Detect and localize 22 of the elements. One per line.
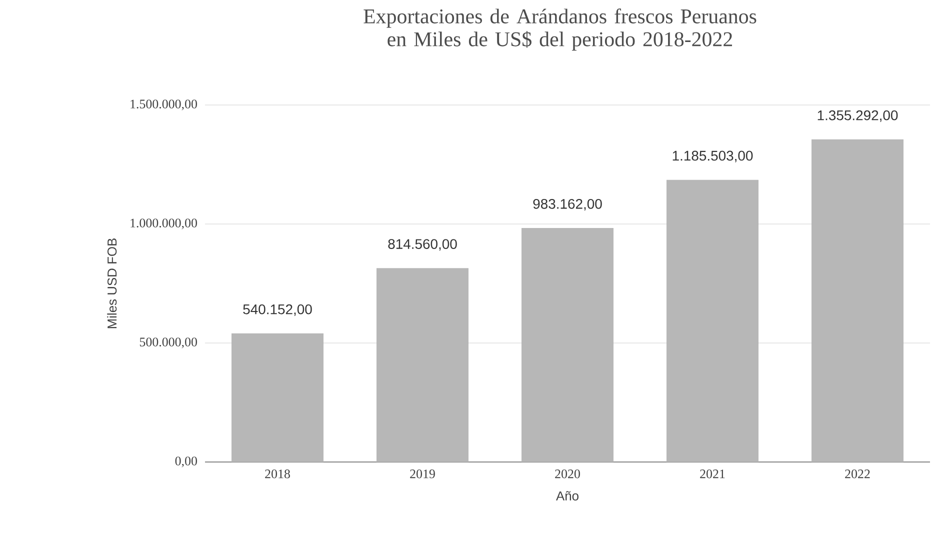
bar bbox=[812, 139, 904, 462]
data-label: 1.355.292,00 bbox=[818, 110, 898, 122]
data-label: 540.152,00 bbox=[243, 304, 312, 316]
data-label: 1.185.503,00 bbox=[672, 150, 753, 162]
chart-title: Exportaciones de Arándanos frescos Peruanos en Miles de US$ del periodo 2018-2022 bbox=[364, 8, 756, 51]
y-axis-title: Miles USD FOB bbox=[107, 238, 117, 328]
bar bbox=[232, 333, 324, 462]
x-tick-label: 2021 bbox=[700, 470, 725, 478]
bar bbox=[376, 268, 469, 462]
bar bbox=[522, 228, 614, 462]
y-tick-label: 1.500.000,00 bbox=[130, 100, 197, 110]
x-axis-title: Año bbox=[556, 491, 578, 500]
data-label: 814.560,00 bbox=[388, 239, 457, 251]
data-label: 983.162,00 bbox=[533, 198, 602, 210]
x-tick-label: 2019 bbox=[410, 470, 435, 478]
x-tick-label: 2018 bbox=[265, 470, 290, 478]
y-tick-label: 1.000.000,00 bbox=[130, 218, 197, 230]
x-tick-label: 2020 bbox=[555, 470, 580, 478]
x-tick-label: 2022 bbox=[845, 470, 870, 478]
y-tick-label: 0,00 bbox=[175, 456, 197, 468]
bar bbox=[666, 180, 759, 462]
y-tick-label: 500.000,00 bbox=[140, 338, 197, 348]
